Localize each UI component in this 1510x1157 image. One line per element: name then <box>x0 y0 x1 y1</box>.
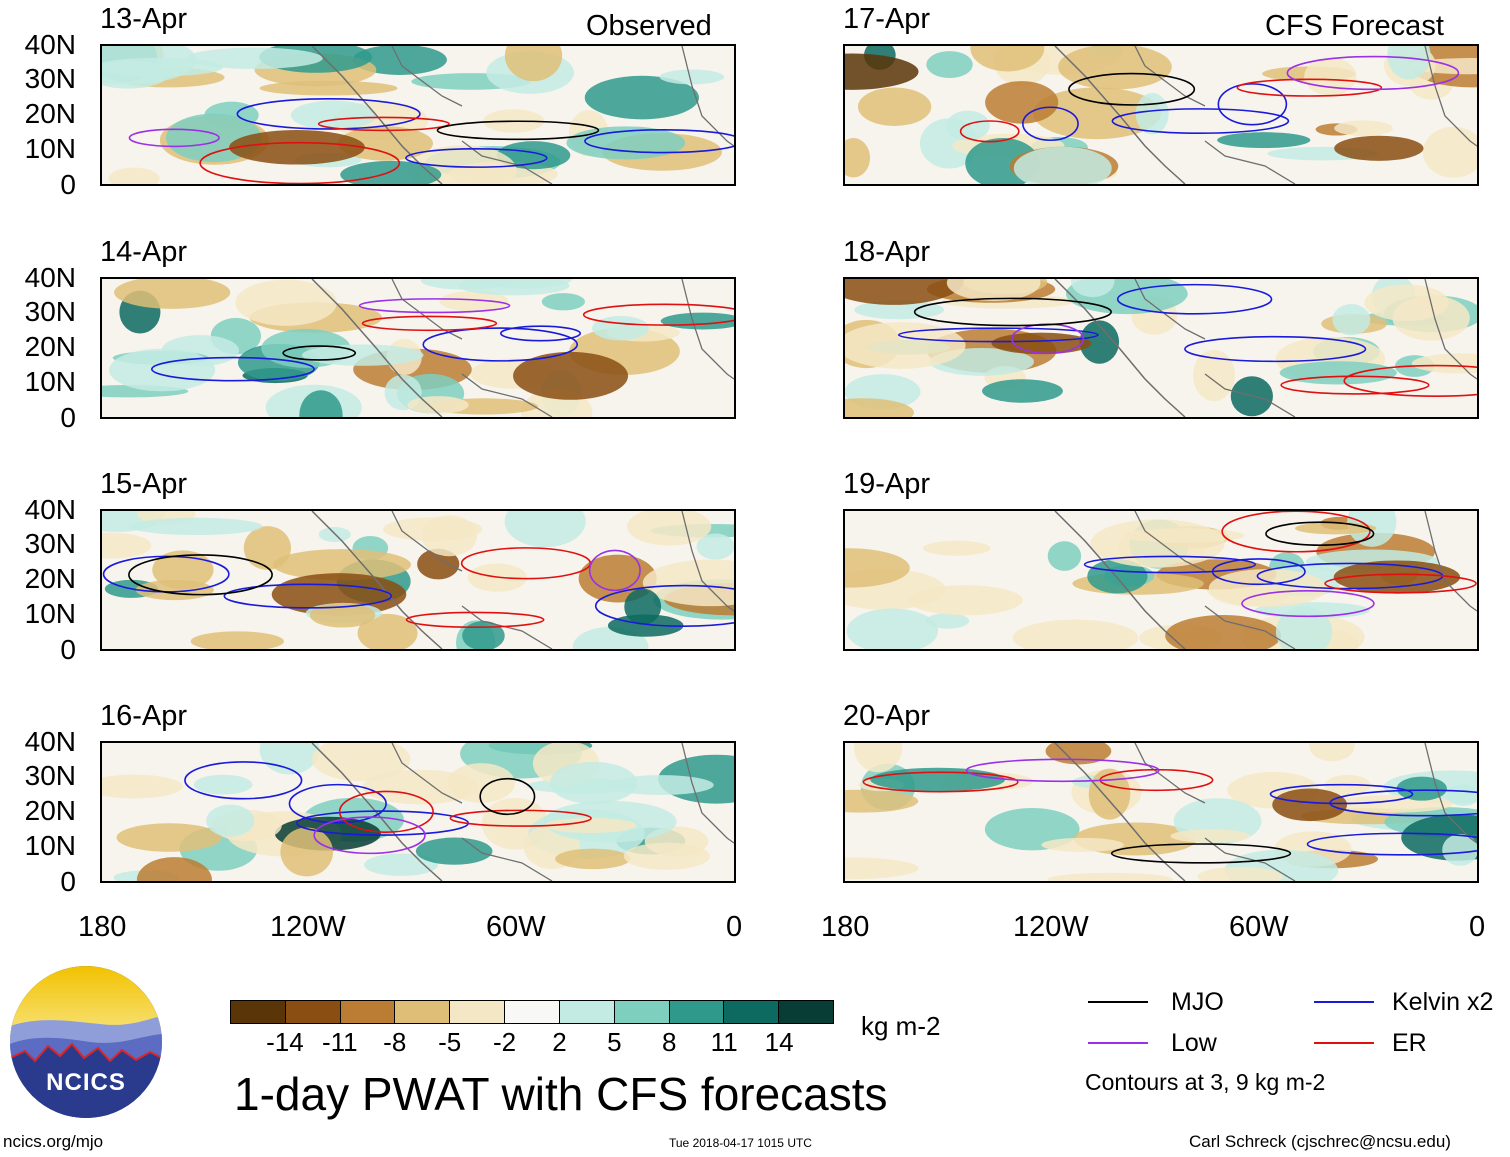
colorbar-tick-label: 8 <box>662 1027 677 1057</box>
map-panel-observed-14-apr <box>100 277 736 419</box>
colorbar <box>230 1000 834 1024</box>
lat-label: 30N <box>24 528 76 559</box>
corner-label-observed: Observed <box>586 10 712 42</box>
colorbar-swatch <box>340 1001 396 1023</box>
date-label: 19-Apr <box>843 468 931 500</box>
footer-timestamp: Tue 2018-04-17 1015 UTC <box>669 1136 812 1150</box>
date-label: 20-Apr <box>843 700 931 732</box>
lat-label: 0 <box>60 402 76 433</box>
map-panel-forecast-17-apr <box>843 44 1479 186</box>
footer-website: ncics.org/mjo <box>3 1132 104 1151</box>
lon-label: 0 <box>1469 911 1486 943</box>
legend-label-low: Low <box>1171 1029 1217 1057</box>
lon-label: 0 <box>726 911 743 943</box>
colorbar-swatch <box>505 1001 560 1023</box>
lon-label: 60W <box>1229 911 1289 943</box>
lat-label: 20N <box>24 795 76 826</box>
map-panel-observed-13-apr <box>100 44 736 186</box>
footer-author: Carl Schreck (cjschrec@ncsu.edu) <box>1189 1132 1451 1151</box>
lat-label: 30N <box>24 296 76 327</box>
colorbar-swatch <box>231 1001 286 1023</box>
lat-label: 40N <box>24 262 76 293</box>
colorbar-tick-label: -5 <box>438 1027 462 1057</box>
colorbar-tick-label: -2 <box>492 1027 517 1057</box>
date-label: 15-Apr <box>100 468 188 500</box>
colorbar-swatch <box>285 1001 341 1023</box>
map-field <box>845 511 1477 649</box>
colorbar-tick-label: 14 <box>764 1027 794 1057</box>
colorbar-tick-label: 11 <box>710 1027 738 1057</box>
lat-label: 40N <box>24 726 76 757</box>
lon-label: 60W <box>486 911 546 943</box>
figure-title: 1-day PWAT with CFS forecasts <box>234 1068 888 1120</box>
colorbar-unit: kg m-2 <box>861 1011 941 1041</box>
lat-label: 20N <box>24 331 76 362</box>
lat-label: 30N <box>24 760 76 791</box>
lat-label: 10N <box>24 366 76 397</box>
legend-label-er: ER <box>1392 1029 1427 1057</box>
colorbar-swatch <box>395 1001 451 1023</box>
legend-line-kelvin <box>1314 1001 1374 1003</box>
colorbar-swatch <box>779 1001 833 1023</box>
colorbar-swatch <box>669 1001 725 1023</box>
lon-label: 180 <box>78 911 127 943</box>
date-label: 17-Apr <box>843 3 931 35</box>
legend-note: Contours at 3, 9 kg m-2 <box>1085 1069 1326 1095</box>
legend-line-low <box>1088 1042 1148 1044</box>
map-panel-observed-15-apr <box>100 509 736 651</box>
colorbar-tick-label: -14 <box>266 1027 304 1057</box>
lat-label: 10N <box>24 598 76 629</box>
lon-label: 120W <box>1013 911 1089 943</box>
legend-label-kelvin: Kelvin x2 <box>1392 988 1494 1016</box>
map-panel-observed-16-apr <box>100 741 736 883</box>
colorbar-swatch <box>450 1001 506 1023</box>
colorbar-tick-label: -11 <box>321 1027 358 1057</box>
lon-label: 180 <box>821 911 870 943</box>
map-panel-forecast-18-apr <box>843 277 1479 419</box>
colorbar-swatch <box>724 1001 780 1023</box>
map-field <box>845 743 1477 881</box>
ncics-logo-text: NCICS <box>46 1069 126 1096</box>
map-panel-forecast-20-apr <box>843 741 1479 883</box>
date-label: 14-Apr <box>100 236 188 268</box>
lat-label: 40N <box>24 29 76 60</box>
lon-label: 120W <box>270 911 346 943</box>
corner-label-cfs-forecast: CFS Forecast <box>1265 10 1444 42</box>
colorbar-swatch <box>559 1001 615 1023</box>
map-field <box>845 46 1477 184</box>
legend-label-mjo: MJO <box>1171 988 1224 1016</box>
legend-line-er <box>1314 1042 1374 1044</box>
colorbar-tick-label: 5 <box>607 1027 622 1057</box>
map-field <box>102 279 734 417</box>
lat-label: 20N <box>24 563 76 594</box>
colorbar-tick-label: 2 <box>552 1027 567 1057</box>
colorbar-tick-label: -8 <box>383 1027 407 1057</box>
colorbar-swatch <box>614 1001 670 1023</box>
lat-label: 0 <box>60 169 76 200</box>
lat-label: 10N <box>24 133 76 164</box>
legend-line-mjo <box>1088 1001 1148 1003</box>
map-field <box>102 511 734 649</box>
lat-label: 30N <box>24 63 76 94</box>
date-label: 13-Apr <box>100 3 188 35</box>
map-panel-forecast-19-apr <box>843 509 1479 651</box>
lat-label: 10N <box>24 830 76 861</box>
date-label: 16-Apr <box>100 700 188 732</box>
map-field <box>845 279 1477 417</box>
lat-label: 0 <box>60 634 76 665</box>
map-field <box>102 743 734 881</box>
ncics-logo: NCICS <box>10 966 162 1118</box>
lat-label: 0 <box>60 866 76 897</box>
lat-label: 20N <box>24 98 76 129</box>
ncics-logo-art <box>10 966 162 1118</box>
map-field <box>102 46 734 184</box>
date-label: 18-Apr <box>843 236 931 268</box>
lat-label: 40N <box>24 494 76 525</box>
